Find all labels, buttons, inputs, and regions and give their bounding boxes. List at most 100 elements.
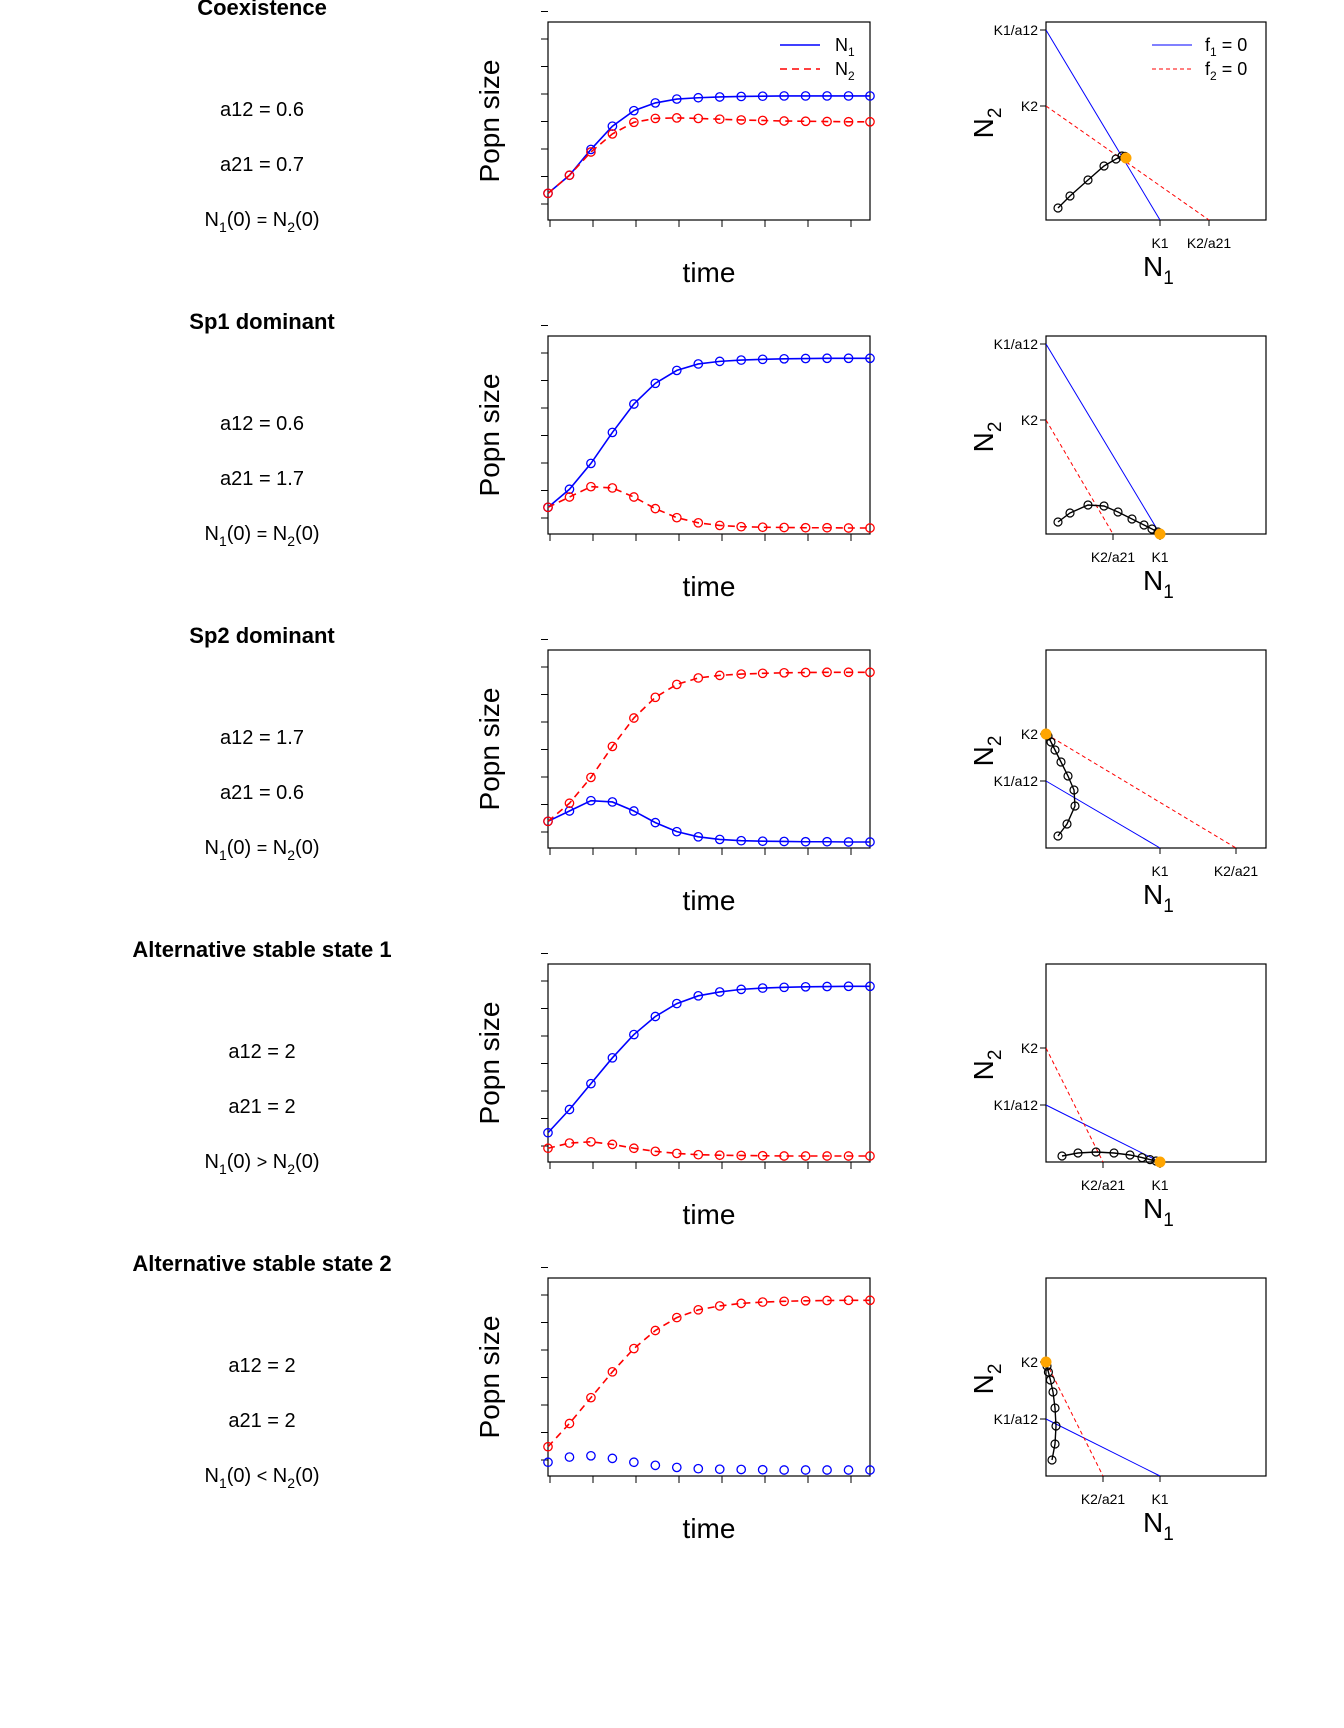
series-point-N2 [757,668,768,679]
series-point-N1 [607,427,618,438]
series-point-N2 [629,713,639,723]
trajectory-point [1047,1455,1057,1465]
y-tick-label: K2 [1021,412,1038,428]
series-point-N1 [779,836,789,847]
panel-4: Alternative stable state 1 a12 = 2 a21 = 2… [132,937,1267,1231]
series-point-N1 [822,836,832,847]
param-a21: a21 = 0.7 [220,154,304,176]
series-point-N1 [650,98,661,108]
param-a12: a12 = 2 [228,1041,295,1063]
trajectory-point [1043,1367,1054,1377]
phase-y-label: N2 [968,422,1006,453]
series-point-N2 [800,522,811,533]
series-point-N2 [843,1151,854,1161]
series-point-N1 [671,998,682,1009]
panel-title: Sp2 dominant [189,623,335,648]
equilibrium-point [1040,1356,1052,1368]
phase-x-label: N1 [1143,251,1174,289]
series-point-N2 [564,1418,575,1429]
series-point-N2 [736,669,747,679]
trajectory-point [1125,1150,1135,1160]
series-point-N2 [800,116,811,127]
series-point-N1 [800,1465,811,1475]
series-point-N2 [650,692,661,703]
series-point-N1 [843,981,854,992]
series-point-N2 [564,1138,575,1148]
series-point-N1 [736,1464,747,1475]
series-point-N2 [822,667,832,678]
series-point-N1 [671,365,682,376]
series-point-N2 [607,129,618,139]
initial-condition: N1(0) = N2(0) [204,209,319,235]
panel-title: Sp1 dominant [189,309,335,334]
series-point-N2 [779,522,789,533]
equilibrium-point [1120,152,1132,164]
trajectory-point [1062,819,1072,829]
series-line-N2 [547,1299,870,1448]
series-point-N1 [736,984,747,995]
series-point-N1 [822,353,832,364]
series-line-N2 [547,485,870,529]
equilibrium-point [1040,728,1052,740]
series-point-N1 [586,795,596,806]
series-point-N2 [671,113,682,123]
x-axis-label: time [683,257,736,288]
plot-frame [1045,963,1267,1163]
phase-y-label: N2 [968,736,1006,767]
series-point-N1 [843,837,854,847]
trajectory-point [1069,785,1079,795]
plot-frame [547,649,871,849]
series-point-N1 [629,1029,639,1040]
series-point-N1 [822,1465,832,1475]
series-point-N1 [865,91,875,101]
y-tick-label: K2 [1021,1040,1038,1056]
trajectory-point [1063,771,1073,781]
series-point-N1 [779,91,789,101]
series-point-N1 [650,1011,661,1022]
x-axis-label: time [683,1513,736,1544]
trajectory-point [1083,175,1093,185]
series-line-N1 [547,95,870,194]
y-tick-label: K1/a12 [994,1097,1039,1113]
series-point-N1 [865,837,875,847]
series-point-N2 [736,521,747,532]
series-line-N1 [547,799,870,843]
series-line-N1 [547,985,870,1134]
series-line-N2 [547,1140,870,1157]
y-axis-label: Popn size [474,688,505,811]
series-point-N2 [543,1143,553,1154]
series-point-N2 [843,1295,854,1306]
trajectory-point [1056,757,1066,767]
y-axis-label: Popn size [474,374,505,497]
series-point-N1 [800,981,811,992]
series-point-N2 [543,1441,553,1452]
series-point-N2 [671,512,682,523]
phase-x-label: N1 [1143,1507,1174,1545]
time-series-plot: time Popn size [474,325,875,602]
trajectory-point [1139,520,1149,530]
series-point-N2 [714,670,725,681]
series-point-N1 [779,982,789,993]
trajectory-point [1051,1421,1061,1431]
series-point-N2 [800,1151,811,1161]
series-point-N2 [586,772,596,783]
x-axis-label: time [683,571,736,602]
series-point-N2 [865,116,875,127]
x-tick-label: K1 [1151,1491,1168,1507]
series-point-N2 [629,1143,639,1154]
x-tick-label: K1 [1151,549,1168,565]
panel-title: Alternative stable state 2 [132,1251,391,1276]
series-point-N1 [757,354,768,365]
series-point-N1 [693,831,704,842]
series-point-N1 [757,91,768,102]
phase-plot: K1 K2/a21 K1/a12 K2 N1 N2 f1 = 0f2 = 0 [968,21,1267,289]
series-point-N2 [865,1295,875,1306]
series-point-N1 [586,458,596,469]
y-axis-label: Popn size [474,60,505,183]
series-point-N1 [714,1464,725,1475]
series-point-N1 [779,353,789,364]
isocline-f1 [1045,1104,1161,1163]
series-point-N1 [714,987,725,997]
series-point-N2 [736,1298,747,1309]
isocline-f1 [1045,29,1161,221]
